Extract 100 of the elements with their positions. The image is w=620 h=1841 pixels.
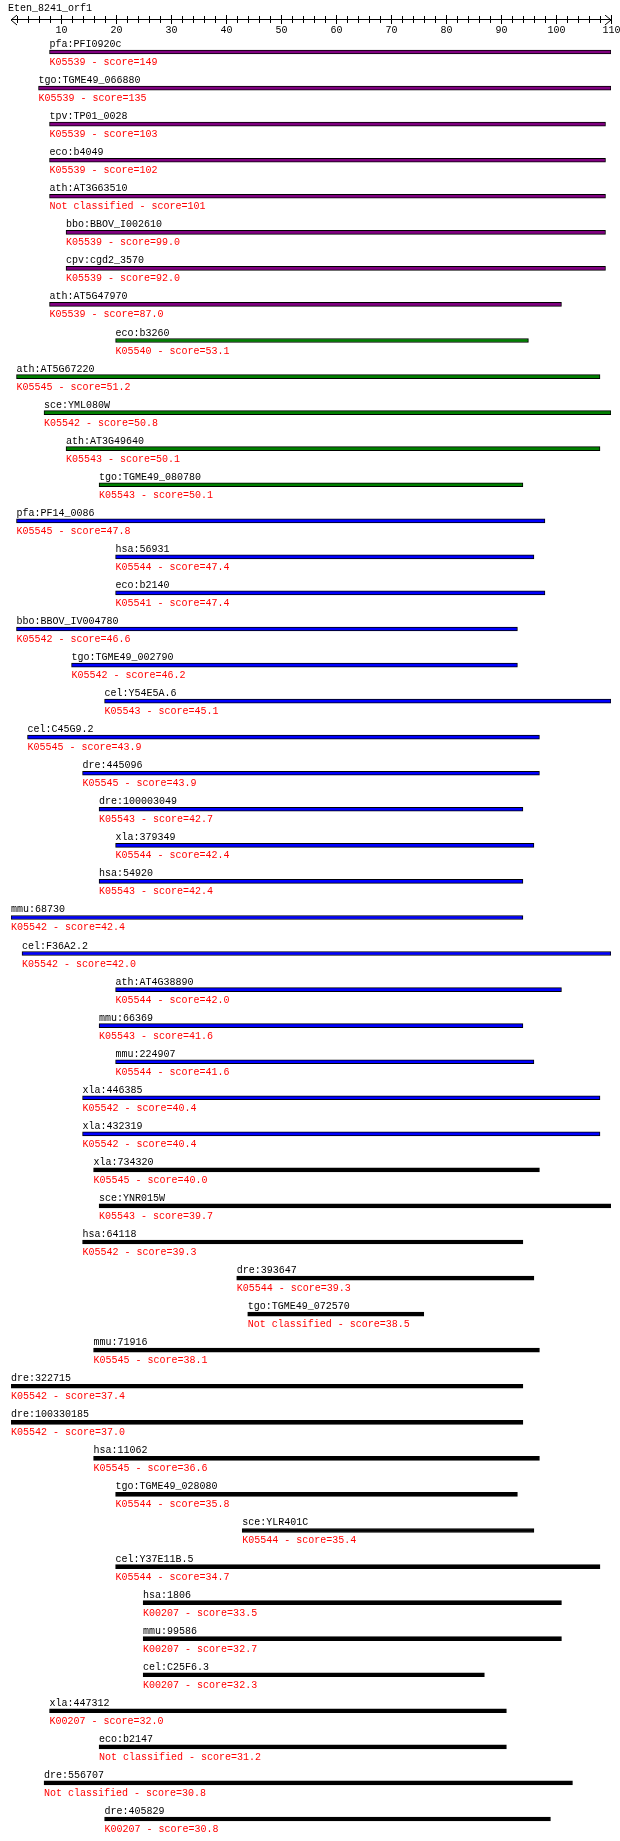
annotation: K05542 - score=46.6 [16, 633, 131, 645]
annotation: K05544 - score=41.6 [115, 1066, 230, 1078]
bar [142, 1672, 485, 1678]
y-tick-label: xla:734320 [93, 1156, 154, 1168]
x-tick-label: 80 [440, 24, 453, 36]
annotation: K05544 - score=42.0 [115, 994, 230, 1006]
y-tick-label: xla:432319 [82, 1120, 143, 1132]
y-tick-label: ath:AT5G47970 [49, 291, 128, 303]
annotation: K05545 - score=36.6 [93, 1463, 208, 1475]
annotation: K05542 - score=37.4 [11, 1391, 126, 1403]
y-tick-label: eco:b4049 [49, 147, 104, 159]
y-tick-label: tpv:TP01_0028 [49, 111, 128, 123]
y-tick-label: tgo:TGME49_028080 [115, 1481, 218, 1493]
y-tick-label: bbo:BBOV_I002610 [66, 219, 163, 231]
bar [49, 1708, 507, 1714]
annotation: K05543 - score=39.7 [99, 1210, 214, 1222]
annotation: K05545 - score=47.8 [16, 525, 131, 537]
x-tick-label: 10 [55, 24, 68, 36]
y-tick-label: xla:447312 [49, 1697, 110, 1709]
annotation: K05539 - score=149 [49, 57, 158, 69]
annotation: K05543 - score=42.7 [99, 814, 214, 826]
y-tick-label: cel:Y37E11B.5 [115, 1553, 194, 1565]
y-tick-label: cel:C25F6.3 [143, 1661, 210, 1673]
annotation: K05545 - score=43.9 [82, 778, 197, 790]
y-tick-label: sce:YML080W [44, 399, 111, 411]
x-tick-label: 40 [220, 24, 233, 36]
annotation: K00207 - score=32.0 [49, 1715, 164, 1727]
y-tick-label: dre:393647 [236, 1265, 297, 1277]
annotation: K05543 - score=50.1 [99, 489, 214, 501]
y-tick-label: ath:AT3G49640 [66, 435, 145, 447]
y-tick-label: pfa:PF14_0086 [16, 507, 95, 519]
annotation: K05539 - score=102 [49, 165, 158, 177]
annotation: K05544 - score=34.7 [115, 1571, 230, 1583]
y-tick-label: dre:100330185 [11, 1409, 90, 1421]
y-tick-label: sce:YLR401C [242, 1517, 309, 1529]
x-tick-label: 20 [110, 24, 123, 36]
x-tick-label: 60 [330, 24, 343, 36]
bar [142, 1636, 562, 1641]
bar [115, 1492, 518, 1497]
annotation: K05542 - score=40.4 [82, 1138, 197, 1150]
y-tick-label: hsa:56931 [115, 543, 170, 555]
y-tick-label: cpv:cgd2_3570 [66, 255, 145, 267]
annotation: K05545 - score=38.1 [93, 1355, 208, 1367]
annotation: K05545 - score=40.0 [93, 1174, 208, 1186]
annotation: K05543 - score=41.6 [99, 1030, 214, 1042]
y-tick-label: pfa:PFI0920c [49, 39, 122, 51]
bar [115, 1564, 601, 1569]
annotation: K00207 - score=33.5 [143, 1607, 258, 1619]
annotation: K05542 - score=46.2 [71, 670, 186, 682]
y-tick-label: hsa:1806 [143, 1589, 192, 1601]
annotation: K00207 - score=30.8 [104, 1823, 219, 1835]
annotation: K05540 - score=53.1 [115, 345, 230, 357]
annotation: K05544 - score=42.4 [115, 850, 230, 862]
annotation: K05539 - score=99.0 [66, 237, 181, 249]
annotation: K05542 - score=40.4 [82, 1102, 197, 1114]
y-tick-label: mmu:224907 [115, 1048, 176, 1060]
annotation: K05544 - score=39.3 [236, 1283, 351, 1295]
y-tick-label: dre:445096 [82, 760, 143, 772]
annotation: K05545 - score=43.9 [27, 742, 142, 754]
y-tick-label: cel:Y54E5A.6 [104, 688, 177, 700]
annotation: K05544 - score=35.4 [242, 1535, 357, 1547]
bar [93, 1456, 540, 1461]
y-tick-label: mmu:71916 [93, 1337, 148, 1349]
annotation: K05544 - score=35.8 [115, 1499, 230, 1511]
y-tick-label: tgo:TGME49_002790 [71, 652, 174, 664]
y-tick-label: dre:322715 [11, 1373, 72, 1385]
annotation: Not classified - score=31.2 [99, 1751, 262, 1763]
y-tick-label: tgo:TGME49_066880 [38, 75, 141, 87]
x-tick-label: 90 [495, 24, 508, 36]
x-tick-label: 110 [602, 24, 620, 36]
y-tick-label: eco:b2147 [99, 1733, 154, 1745]
annotation: K05539 - score=103 [49, 129, 158, 141]
y-tick-label: eco:b2140 [115, 579, 170, 591]
y-tick-label: dre:405829 [104, 1805, 165, 1817]
bar [142, 1600, 562, 1605]
y-tick-label: ath:AT4G38890 [115, 976, 194, 988]
annotation: K05543 - score=45.1 [104, 706, 219, 718]
y-tick-label: xla:446385 [82, 1084, 143, 1096]
annotation: K05542 - score=37.0 [11, 1427, 126, 1439]
y-tick-label: tgo:TGME49_080780 [99, 471, 202, 483]
y-tick-label: mmu:99586 [143, 1625, 198, 1637]
y-tick-label: mmu:68730 [11, 904, 66, 916]
y-tick-label: eco:b3260 [115, 327, 170, 339]
bar [11, 1419, 524, 1425]
y-tick-label: cel:F36A2.2 [22, 940, 89, 952]
annotation: Not classified - score=101 [49, 201, 206, 213]
bar [241, 1528, 535, 1533]
annotation: K05542 - score=42.0 [22, 958, 137, 970]
annotation: K05544 - score=47.4 [115, 561, 230, 573]
y-tick-label: mmu:66369 [99, 1012, 154, 1024]
bar [93, 1347, 540, 1353]
y-tick-label: hsa:11062 [93, 1445, 148, 1457]
y-tick-label: ath:AT3G63510 [49, 183, 128, 195]
annotation: Not classified - score=38.5 [247, 1319, 410, 1331]
y-tick-label: dre:100003049 [99, 796, 178, 808]
bar [11, 1383, 524, 1389]
y-tick-label: xla:379349 [115, 832, 176, 844]
y-tick-label: hsa:54920 [99, 868, 154, 880]
annotation: Not classified - score=30.8 [44, 1787, 207, 1799]
annotation: K05539 - score=92.0 [66, 273, 181, 285]
